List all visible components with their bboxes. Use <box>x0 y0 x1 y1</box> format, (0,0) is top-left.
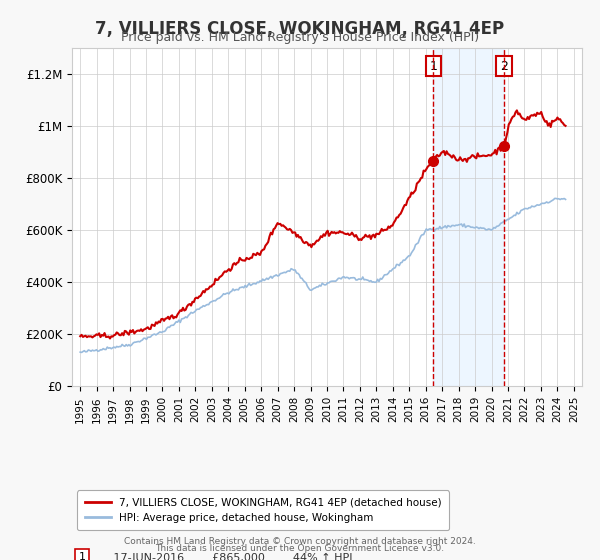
Bar <box>433 48 504 386</box>
Text: Price paid vs. HM Land Registry's House Price Index (HPI): Price paid vs. HM Land Registry's House … <box>121 31 479 44</box>
Text: 17-JUN-2016        £865,000        44% ↑ HPI: 17-JUN-2016 £865,000 44% ↑ HPI <box>103 553 352 560</box>
Text: 2: 2 <box>500 60 508 73</box>
Text: 7, VILLIERS CLOSE, WOKINGHAM, RG41 4EP: 7, VILLIERS CLOSE, WOKINGHAM, RG41 4EP <box>95 20 505 38</box>
Text: 1: 1 <box>430 60 437 73</box>
Legend: 7, VILLIERS CLOSE, WOKINGHAM, RG41 4EP (detached house), HPI: Average price, det: 7, VILLIERS CLOSE, WOKINGHAM, RG41 4EP (… <box>77 491 449 530</box>
Text: Contains HM Land Registry data © Crown copyright and database right 2024.: Contains HM Land Registry data © Crown c… <box>124 537 476 546</box>
Text: 1: 1 <box>79 553 86 560</box>
Text: This data is licensed under the Open Government Licence v3.0.: This data is licensed under the Open Gov… <box>155 544 445 553</box>
